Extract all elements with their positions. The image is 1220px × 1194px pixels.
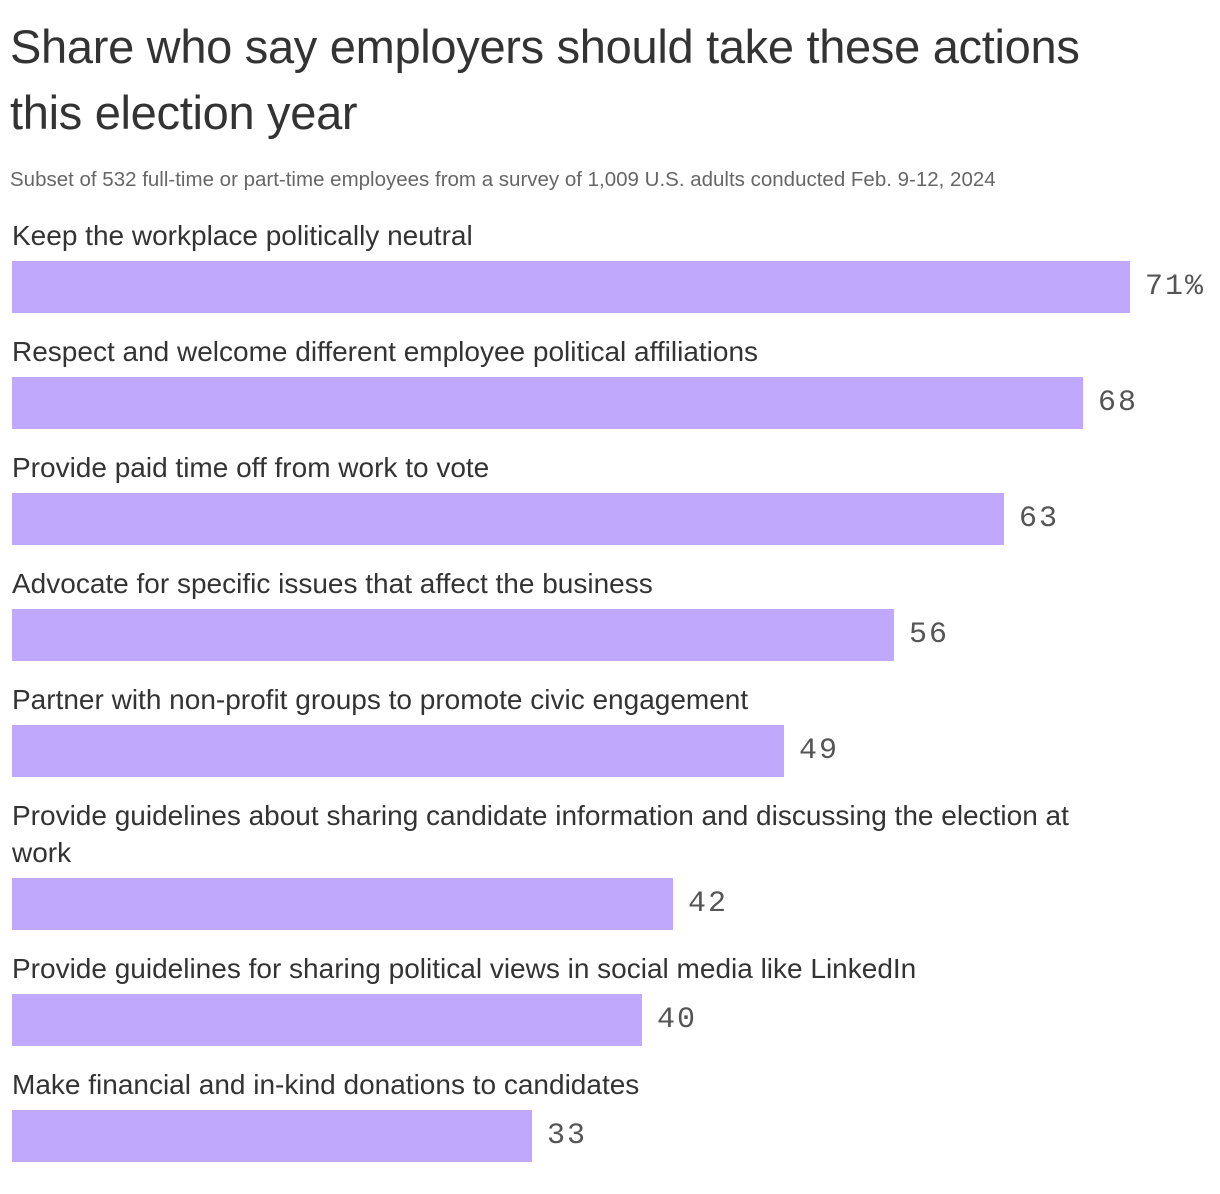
bar-value-label: 40 xyxy=(657,1003,698,1037)
bar-value-label: 49 xyxy=(799,734,840,768)
bar-value-label: 63 xyxy=(1019,502,1060,536)
bar xyxy=(12,1110,532,1162)
bar-label: Partner with non-profit groups to promot… xyxy=(12,684,749,715)
bar-value-label: 56 xyxy=(909,618,950,652)
bar xyxy=(12,493,1004,545)
bar-label: Make financial and in-kind donations to … xyxy=(12,1069,640,1100)
bar-value-label: 68 xyxy=(1098,386,1139,420)
bar xyxy=(12,725,784,777)
bar xyxy=(12,377,1083,429)
chart-subtitle: Subset of 532 full-time or part-time emp… xyxy=(10,168,996,191)
bar-label: Provide guidelines about sharing candida… xyxy=(12,800,1069,868)
bar-value-label: 71% xyxy=(1145,270,1206,304)
bar-label: Provide guidelines for sharing political… xyxy=(12,953,917,984)
bar-label: Provide paid time off from work to vote xyxy=(12,452,490,483)
chart-title: Share who say employers should take thes… xyxy=(10,20,1080,139)
bar xyxy=(12,261,1130,313)
bar-value-label: 33 xyxy=(547,1119,588,1153)
bar-label: Keep the workplace politically neutral xyxy=(12,220,473,251)
bar xyxy=(12,994,642,1046)
bar-label: Respect and welcome different employee p… xyxy=(12,336,759,367)
bar-label: Advocate for specific issues that affect… xyxy=(12,568,653,599)
bar xyxy=(12,609,894,661)
bar xyxy=(12,878,673,930)
bar-value-label: 42 xyxy=(688,887,729,921)
